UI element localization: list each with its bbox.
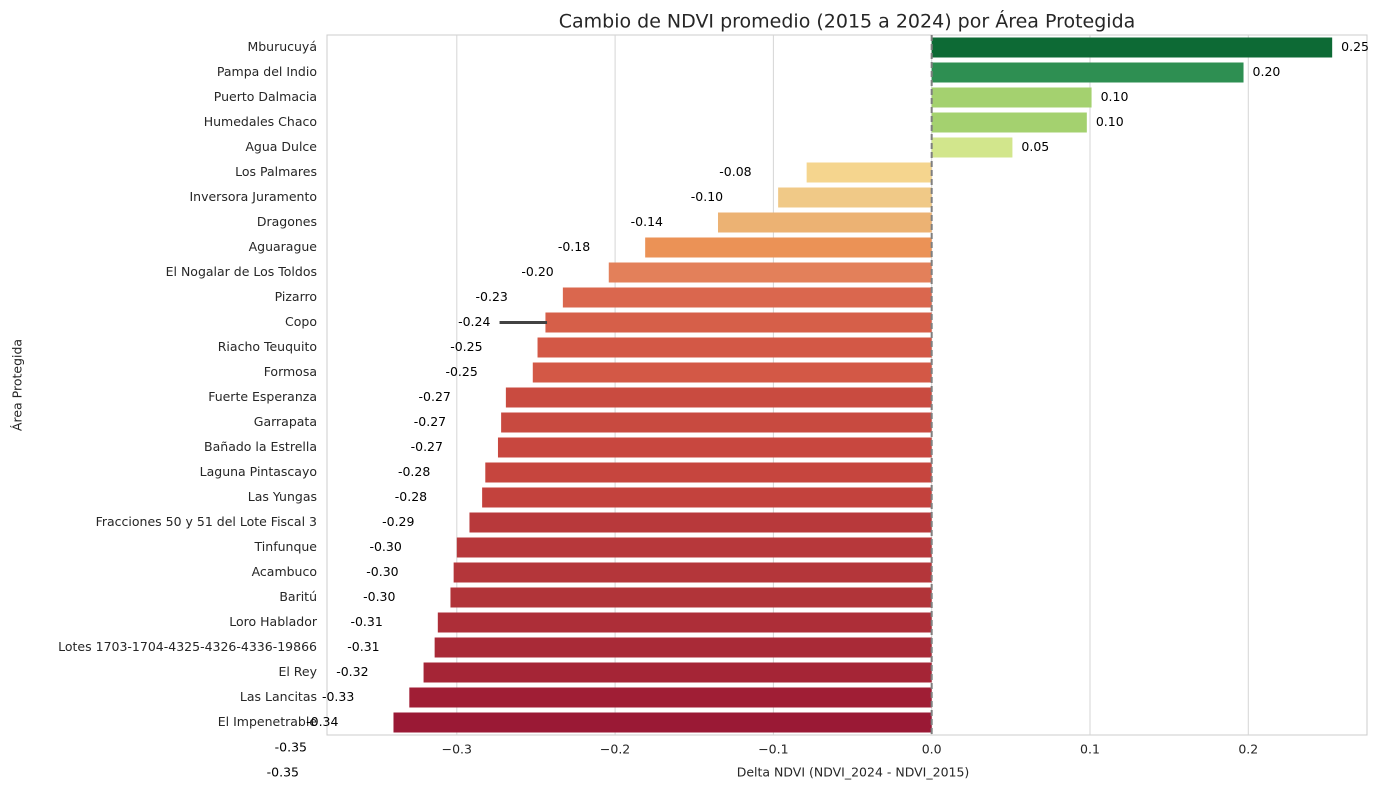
y-tick-label: Fuerte Esperanza xyxy=(208,389,317,404)
value-label: -0.33 xyxy=(322,689,354,704)
y-tick-label: Las Lancitas xyxy=(240,689,317,704)
bar xyxy=(931,137,1013,158)
value-label: -0.18 xyxy=(558,239,590,254)
value-label: -0.27 xyxy=(419,389,451,404)
bar xyxy=(482,487,932,508)
x-tick-label: 0.1 xyxy=(1080,742,1100,757)
y-axis-label: Área Protegida xyxy=(10,339,25,431)
bar xyxy=(532,362,932,383)
value-label: -0.27 xyxy=(414,414,446,429)
y-tick-label: Puerto Dalmacia xyxy=(214,89,317,104)
y-tick-label: Las Yungas xyxy=(248,489,317,504)
value-label: -0.28 xyxy=(398,464,430,479)
bar xyxy=(434,637,932,658)
y-tick-label: Aguarague xyxy=(249,239,318,254)
bar xyxy=(931,112,1087,133)
y-tick-label: Mburucuyá xyxy=(247,39,317,54)
y-tick-label: Copo xyxy=(285,314,317,329)
bar xyxy=(456,537,932,558)
x-tick-label: −0.1 xyxy=(758,742,788,757)
value-label: -0.27 xyxy=(411,439,443,454)
y-tick-label: Dragones xyxy=(257,214,317,229)
value-label: -0.30 xyxy=(366,564,398,579)
x-axis-label: Delta NDVI (NDVI_2024 - NDVI_2015) xyxy=(737,765,970,780)
value-label: -0.34 xyxy=(306,714,338,729)
bar xyxy=(545,312,932,333)
x-tick-label: −0.2 xyxy=(600,742,630,757)
bar xyxy=(562,287,932,308)
y-tick-label: El Rey xyxy=(278,664,317,679)
bar xyxy=(806,162,932,183)
y-tick-label: Pampa del Indio xyxy=(217,64,317,79)
bar xyxy=(469,512,932,533)
y-tick-label: Garrapata xyxy=(254,414,317,429)
bar xyxy=(393,712,932,733)
y-tick-label: Riacho Teuquito xyxy=(218,339,317,354)
value-label: 0.25 xyxy=(1341,39,1369,54)
value-label: -0.10 xyxy=(691,189,723,204)
y-tick-label: Tinfunque xyxy=(254,539,318,554)
value-label: -0.32 xyxy=(336,664,368,679)
y-tick-label: Baritú xyxy=(279,589,317,604)
value-label: -0.25 xyxy=(445,364,477,379)
y-tick-label: Pizarro xyxy=(275,289,317,304)
bar xyxy=(453,562,932,583)
value-label: -0.29 xyxy=(382,514,414,529)
value-label: -0.14 xyxy=(631,214,663,229)
bar xyxy=(450,587,932,608)
x-tick-label: −0.3 xyxy=(442,742,472,757)
value-label: 0.10 xyxy=(1101,89,1129,104)
value-label: 0.10 xyxy=(1096,114,1124,129)
value-label: -0.30 xyxy=(369,539,401,554)
value-label: 0.05 xyxy=(1021,139,1049,154)
y-tick-label: Acambuco xyxy=(252,564,317,579)
bar xyxy=(608,262,932,283)
bar xyxy=(437,612,932,633)
value-label: -0.35 xyxy=(267,765,299,780)
bar xyxy=(931,62,1244,83)
bar xyxy=(485,462,932,483)
bar xyxy=(931,37,1333,58)
value-label: -0.25 xyxy=(450,339,482,354)
y-tick-label: Lotes 1703-1704-4325-4326-4336-19866 xyxy=(58,639,317,654)
bar xyxy=(505,387,932,408)
y-tick-label: Fracciones 50 y 51 del Lote Fiscal 3 xyxy=(96,514,317,529)
chart-title: Cambio de NDVI promedio (2015 a 2024) po… xyxy=(559,10,1136,33)
value-label: -0.24 xyxy=(458,314,490,329)
value-label: -0.35 xyxy=(275,740,307,755)
bar xyxy=(645,237,932,258)
y-tick-label: Formosa xyxy=(264,364,317,379)
y-tick-label: Los Palmares xyxy=(235,164,317,179)
value-label: 0.20 xyxy=(1253,64,1281,79)
bar xyxy=(501,412,932,433)
bar xyxy=(537,337,932,358)
bar xyxy=(497,437,932,458)
y-tick-label: Humedales Chaco xyxy=(204,114,317,129)
value-label: -0.31 xyxy=(350,614,382,629)
bar xyxy=(423,662,932,683)
y-tick-label: Laguna Pintascayo xyxy=(200,464,317,479)
value-label: -0.20 xyxy=(521,264,553,279)
bar xyxy=(931,87,1092,108)
value-label: -0.28 xyxy=(395,489,427,504)
bar xyxy=(717,212,932,233)
y-tick-label: El Impenetrable xyxy=(218,714,318,729)
x-tick-label: 0.2 xyxy=(1238,742,1258,757)
value-label: -0.31 xyxy=(347,639,379,654)
y-tick-label: El Nogalar de Los Toldos xyxy=(166,264,317,279)
bar xyxy=(409,687,932,708)
y-tick-label: Loro Hablador xyxy=(229,614,318,629)
value-label: -0.30 xyxy=(363,589,395,604)
y-tick-label: Agua Dulce xyxy=(245,139,317,154)
y-tick-label: Bañado la Estrella xyxy=(204,439,317,454)
value-label: -0.23 xyxy=(476,289,508,304)
y-tick-label: Inversora Juramento xyxy=(189,189,317,204)
x-tick-label: 0.0 xyxy=(922,742,942,757)
bar xyxy=(778,187,932,208)
value-label: -0.08 xyxy=(719,164,751,179)
